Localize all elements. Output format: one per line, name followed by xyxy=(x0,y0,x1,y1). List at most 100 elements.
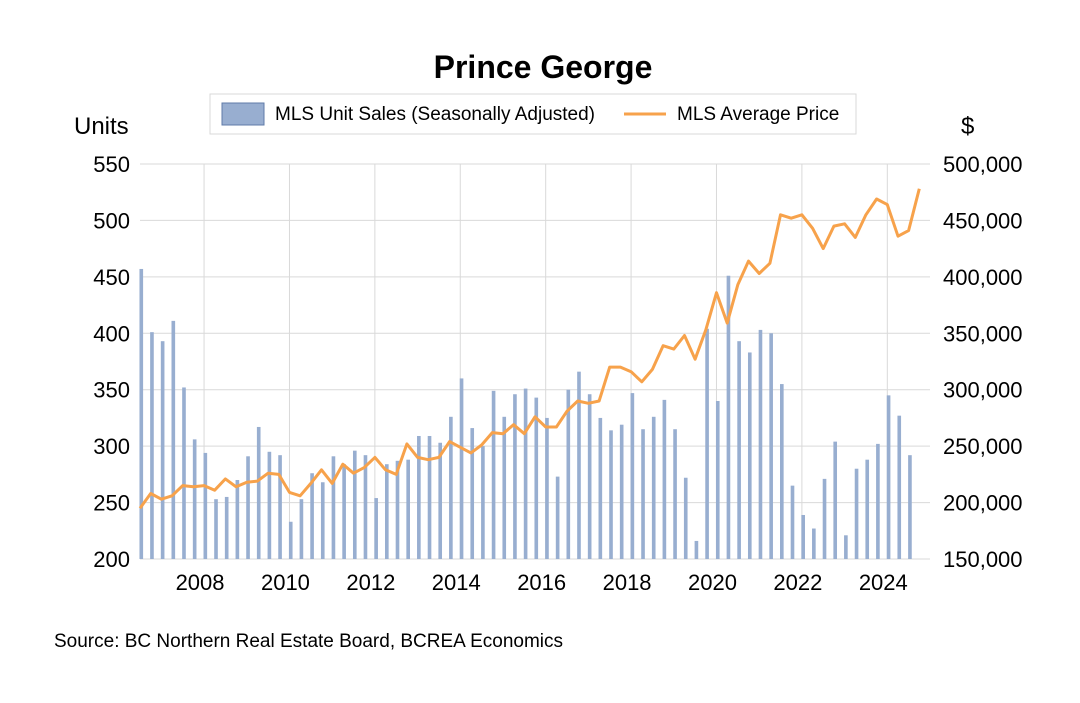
x-tick-label: 2024 xyxy=(859,570,908,595)
unit-sales-bar xyxy=(502,416,507,559)
unit-sales-bar xyxy=(694,540,699,559)
unit-sales-bar xyxy=(278,455,282,559)
unit-sales-bar xyxy=(417,435,421,559)
right-tick-label: 250,000 xyxy=(943,434,1023,459)
unit-sales-bar xyxy=(566,389,571,559)
unit-sales-bar xyxy=(673,429,677,559)
legend: MLS Unit Sales (Seasonally Adjusted) MLS… xyxy=(209,93,857,135)
unit-sales-bar xyxy=(908,455,912,559)
unit-sales-bar xyxy=(395,460,400,559)
unit-sales-bar xyxy=(715,401,720,559)
legend-label-average-price: MLS Average Price xyxy=(677,104,839,125)
gridlines xyxy=(140,163,930,560)
legend-label-unit-sales: MLS Unit Sales (Seasonally Adjusted) xyxy=(275,104,595,125)
left-tick-label: 500 xyxy=(93,208,130,233)
average-price-line xyxy=(138,188,921,510)
legend-box xyxy=(209,93,857,135)
right-tick-label: 450,000 xyxy=(943,208,1023,233)
unit-sales-bar xyxy=(822,478,827,559)
unit-sales-bar xyxy=(449,416,453,559)
unit-sales-bar xyxy=(470,428,475,559)
unit-sales-bar xyxy=(769,333,773,559)
unit-sales-bar xyxy=(491,390,496,559)
x-tick-label: 2020 xyxy=(688,570,737,595)
unit-sales-bar xyxy=(737,341,741,559)
unit-sales-bar xyxy=(427,435,432,559)
legend-bar-swatch xyxy=(221,102,265,126)
unit-sales-bar xyxy=(374,498,378,559)
unit-sales-bar xyxy=(662,399,667,559)
unit-sales-bar xyxy=(246,456,250,559)
unit-sales-bar xyxy=(363,455,368,559)
unit-sales-bar xyxy=(513,394,517,559)
x-tick-label: 2022 xyxy=(773,570,822,595)
unit-sales-bar xyxy=(651,416,656,559)
left-tick-label: 350 xyxy=(93,378,130,403)
unit-sales-bar xyxy=(320,482,325,559)
unit-sales-bar xyxy=(780,384,784,559)
unit-sales-bar xyxy=(224,496,229,559)
unit-sales-bar xyxy=(171,320,176,559)
left-tick-label: 300 xyxy=(93,434,130,459)
x-axis: 2008 2010 2012 2014 2016 2018 2020 2022 2024 xyxy=(176,570,908,595)
unit-sales-bar xyxy=(865,459,870,559)
unit-sales-bar xyxy=(577,371,581,559)
unit-sales-bar xyxy=(139,268,144,559)
unit-sales-bar xyxy=(256,426,261,559)
unit-sales-bar xyxy=(630,393,635,559)
unit-sales-bar xyxy=(587,394,592,559)
unit-sales-bar xyxy=(310,473,314,559)
x-tick-label: 2010 xyxy=(261,570,310,595)
unit-sales-bar xyxy=(619,424,624,559)
unit-sales-bar xyxy=(203,452,208,559)
unit-sales-bar xyxy=(598,417,603,559)
unit-sales-bar xyxy=(801,514,805,559)
unit-sales-bar xyxy=(481,446,485,559)
unit-sales-bar xyxy=(267,451,272,559)
unit-sales-bar xyxy=(406,459,410,559)
unit-sales-bar xyxy=(342,464,346,559)
unit-sales-bar xyxy=(288,521,293,559)
unit-sales-bar xyxy=(758,329,763,559)
unit-sales-bar xyxy=(214,499,218,559)
left-tick-label: 550 xyxy=(93,152,130,177)
unit-sales-bar xyxy=(876,443,880,559)
unit-sales-bar xyxy=(150,332,154,559)
unit-sales-bar xyxy=(160,341,165,559)
right-axis: 150,000 200,000 250,000 300,000 350,000 400,0… xyxy=(943,152,1023,572)
unit-sales-bar xyxy=(235,480,240,559)
right-tick-label: 350,000 xyxy=(943,321,1023,346)
right-tick-label: 400,000 xyxy=(943,265,1023,290)
unit-sales-bar xyxy=(844,535,848,559)
unit-sales-bar xyxy=(726,275,731,559)
left-axis-title: Units xyxy=(74,113,129,140)
unit-sales-bar xyxy=(192,439,197,559)
left-tick-label: 450 xyxy=(93,265,130,290)
unit-sales-bar xyxy=(641,429,645,559)
left-tick-label: 200 xyxy=(93,547,130,572)
unit-sales-bars xyxy=(139,268,912,559)
unit-sales-bar xyxy=(299,499,304,559)
unit-sales-bar xyxy=(897,415,902,559)
unit-sales-bar xyxy=(790,485,795,559)
right-tick-label: 200,000 xyxy=(943,491,1023,516)
x-tick-label: 2018 xyxy=(603,570,652,595)
unit-sales-bar xyxy=(182,387,186,559)
unit-sales-bar xyxy=(352,450,357,559)
unit-sales-bar xyxy=(705,328,709,559)
right-axis-title: $ xyxy=(961,113,974,140)
x-tick-label: 2012 xyxy=(346,570,395,595)
unit-sales-bar xyxy=(438,442,443,559)
average-price-line-group xyxy=(138,188,921,510)
unit-sales-bar xyxy=(609,430,613,559)
unit-sales-bar xyxy=(833,441,838,559)
source-note: Source: BC Northern Real Estate Board, B… xyxy=(54,631,563,652)
x-tick-label: 2014 xyxy=(432,570,481,595)
unit-sales-bar xyxy=(523,388,528,559)
unit-sales-bar xyxy=(555,476,560,559)
unit-sales-bar xyxy=(812,528,816,559)
unit-sales-bar xyxy=(545,417,549,559)
unit-sales-bar xyxy=(683,477,688,559)
chart-title: Prince George xyxy=(434,49,653,85)
